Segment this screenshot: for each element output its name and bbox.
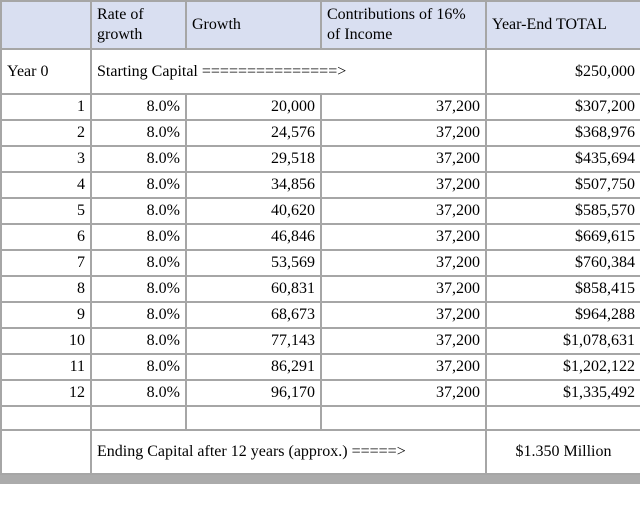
total-cell: $1,078,631 (485, 327, 640, 355)
contribution-cell: 37,200 (320, 249, 487, 277)
total-cell: $858,415 (485, 275, 640, 303)
header-year-end-total: Year-End TOTAL (485, 0, 640, 50)
year-cell: 11 (0, 353, 92, 381)
total-cell: $1,335,492 (485, 379, 640, 407)
growth-cell: 46,846 (185, 223, 322, 251)
rate-cell: 8.0% (90, 223, 187, 251)
spacer-cell (320, 405, 487, 431)
ending-total-cell: $1.350 Million (485, 429, 640, 475)
growth-cell: 29,518 (185, 145, 322, 173)
total-cell: $507,750 (485, 171, 640, 199)
growth-cell: 86,291 (185, 353, 322, 381)
starting-capital-caption: Starting Capital ===============> (90, 48, 487, 95)
rate-cell: 8.0% (90, 197, 187, 225)
total-cell: $964,288 (485, 301, 640, 329)
compound-growth-table: Rate of growth Growth Contributions of 1… (0, 0, 640, 475)
table-header-row: Rate of growth Growth Contributions of 1… (0, 0, 640, 50)
year-cell: 10 (0, 327, 92, 355)
spacer-cell (90, 405, 187, 431)
growth-cell: 68,673 (185, 301, 322, 329)
growth-cell: 40,620 (185, 197, 322, 225)
year-cell: 8 (0, 275, 92, 303)
rate-cell: 8.0% (90, 93, 187, 121)
table-row: 12 8.0% 96,170 37,200 $1,335,492 (0, 379, 640, 407)
table-row: 3 8.0% 29,518 37,200 $435,694 (0, 145, 640, 173)
contribution-cell: 37,200 (320, 197, 487, 225)
spacer-row (0, 405, 640, 431)
total-cell: $760,384 (485, 249, 640, 277)
table-row: 5 8.0% 40,620 37,200 $585,570 (0, 197, 640, 225)
year-cell: 12 (0, 379, 92, 407)
growth-cell: 20,000 (185, 93, 322, 121)
contribution-cell: 37,200 (320, 301, 487, 329)
table-row: 9 8.0% 68,673 37,200 $964,288 (0, 301, 640, 329)
contribution-cell: 37,200 (320, 275, 487, 303)
header-growth: Growth (185, 0, 322, 50)
year0-row: Year 0 Starting Capital ===============>… (0, 48, 640, 95)
table-row: 10 8.0% 77,143 37,200 $1,078,631 (0, 327, 640, 355)
year-cell: 7 (0, 249, 92, 277)
header-rate-of-growth: Rate of growth (90, 0, 187, 50)
total-cell: $435,694 (485, 145, 640, 173)
ending-capital-caption: Ending Capital after 12 years (approx.) … (90, 429, 487, 475)
ending-capital-row: Ending Capital after 12 years (approx.) … (0, 429, 640, 475)
table-row: 8 8.0% 60,831 37,200 $858,415 (0, 275, 640, 303)
table-row: 11 8.0% 86,291 37,200 $1,202,122 (0, 353, 640, 381)
contribution-cell: 37,200 (320, 379, 487, 407)
spacer-cell (185, 405, 322, 431)
growth-cell: 24,576 (185, 119, 322, 147)
year-cell: 5 (0, 197, 92, 225)
rate-cell: 8.0% (90, 119, 187, 147)
contribution-cell: 37,200 (320, 145, 487, 173)
table-row: 1 8.0% 20,000 37,200 $307,200 (0, 93, 640, 121)
table-row: 7 8.0% 53,569 37,200 $760,384 (0, 249, 640, 277)
rate-cell: 8.0% (90, 145, 187, 173)
header-contributions: Contributions of 16% of Income (320, 0, 487, 50)
total-cell: $1,202,122 (485, 353, 640, 381)
year-cell: 6 (0, 223, 92, 251)
header-year-blank (0, 0, 92, 50)
spacer-cell (485, 405, 640, 431)
rate-cell: 8.0% (90, 379, 187, 407)
year0-total-cell: $250,000 (485, 48, 640, 95)
table-row: 2 8.0% 24,576 37,200 $368,976 (0, 119, 640, 147)
growth-cell: 96,170 (185, 379, 322, 407)
contribution-cell: 37,200 (320, 171, 487, 199)
rate-cell: 8.0% (90, 249, 187, 277)
contribution-cell: 37,200 (320, 353, 487, 381)
contribution-cell: 37,200 (320, 93, 487, 121)
spacer-cell (0, 405, 92, 431)
growth-cell: 77,143 (185, 327, 322, 355)
bottom-edge-bar (0, 475, 640, 484)
year-cell: 3 (0, 145, 92, 173)
year-cell: 2 (0, 119, 92, 147)
year-cell: 4 (0, 171, 92, 199)
year-cell: 1 (0, 93, 92, 121)
year-cell: 9 (0, 301, 92, 329)
rate-cell: 8.0% (90, 171, 187, 199)
table-row: 4 8.0% 34,856 37,200 $507,750 (0, 171, 640, 199)
total-cell: $585,570 (485, 197, 640, 225)
contribution-cell: 37,200 (320, 327, 487, 355)
contribution-cell: 37,200 (320, 119, 487, 147)
total-cell: $669,615 (485, 223, 640, 251)
growth-cell: 53,569 (185, 249, 322, 277)
growth-cell: 34,856 (185, 171, 322, 199)
rate-cell: 8.0% (90, 301, 187, 329)
year0-label: Year 0 (0, 48, 92, 95)
ending-blank-cell (0, 429, 92, 475)
contribution-cell: 37,200 (320, 223, 487, 251)
rate-cell: 8.0% (90, 275, 187, 303)
total-cell: $307,200 (485, 93, 640, 121)
growth-cell: 60,831 (185, 275, 322, 303)
total-cell: $368,976 (485, 119, 640, 147)
rate-cell: 8.0% (90, 353, 187, 381)
table-row: 6 8.0% 46,846 37,200 $669,615 (0, 223, 640, 251)
rate-cell: 8.0% (90, 327, 187, 355)
